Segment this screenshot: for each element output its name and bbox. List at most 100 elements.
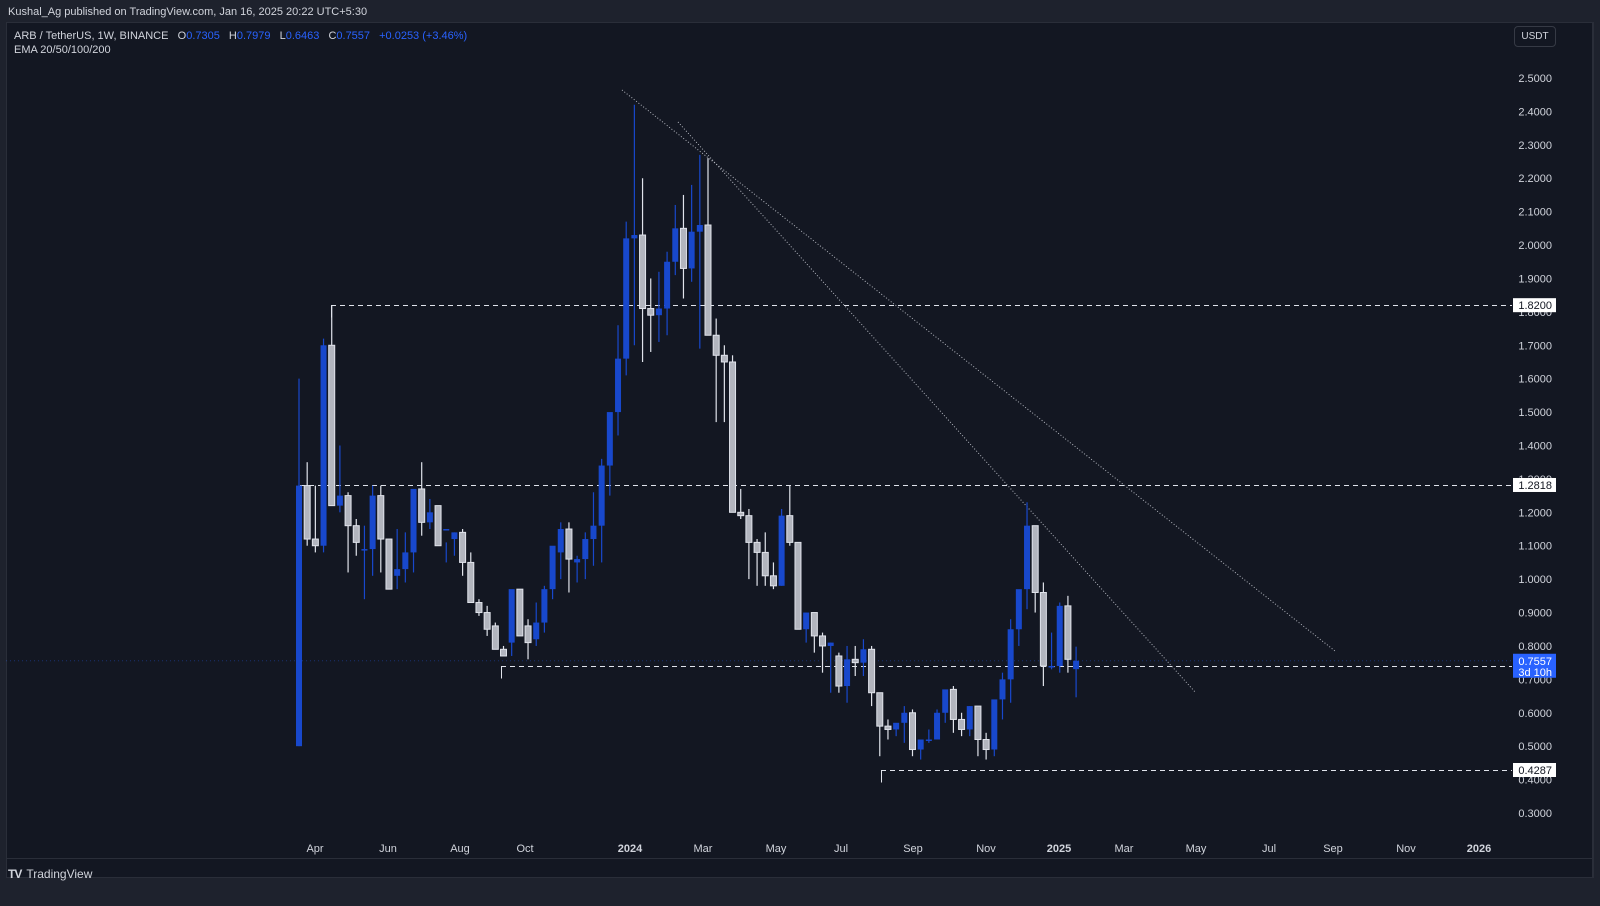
trendlines[interactable] bbox=[621, 89, 1336, 694]
published-by-text: Kushal_Ag published on TradingView.com, … bbox=[8, 6, 368, 18]
candle-down bbox=[1039, 582, 1047, 687]
time-tick: Mar bbox=[694, 843, 713, 855]
candle-down bbox=[565, 522, 573, 593]
candle-up bbox=[533, 602, 540, 646]
symbol-title[interactable]: ARB / TetherUS, 1W, BINANCE bbox=[14, 30, 169, 42]
candle-up bbox=[901, 706, 908, 743]
candle-down bbox=[1031, 525, 1039, 613]
candle-up bbox=[615, 325, 622, 436]
candle-up bbox=[655, 271, 662, 342]
candle-up bbox=[827, 642, 834, 693]
candle-down bbox=[982, 732, 990, 760]
candle-up bbox=[917, 739, 924, 760]
price-tick: 0.6000 bbox=[1518, 708, 1552, 720]
chart-panel[interactable] bbox=[6, 22, 1594, 878]
candle-down bbox=[729, 355, 737, 513]
candle-down bbox=[876, 692, 884, 757]
candle-up bbox=[549, 545, 556, 600]
candle-down bbox=[434, 505, 442, 547]
candle-up bbox=[631, 104, 638, 346]
candle-up bbox=[1056, 602, 1063, 673]
candle-up bbox=[1007, 619, 1014, 703]
time-tick: Mar bbox=[1115, 843, 1134, 855]
candle-down bbox=[377, 485, 385, 573]
candle-down bbox=[909, 709, 916, 757]
candle-down bbox=[884, 719, 892, 740]
price-tick: 1.2000 bbox=[1518, 507, 1552, 519]
price-tick: 2.4000 bbox=[1518, 106, 1552, 118]
candle-down bbox=[311, 485, 319, 553]
candle-up bbox=[664, 251, 671, 336]
footer-brand[interactable]: TV TradingView bbox=[8, 867, 92, 881]
time-tick: 2025 bbox=[1047, 843, 1071, 855]
candle-up bbox=[1073, 646, 1080, 698]
candle-down bbox=[524, 619, 532, 660]
horizontal-levels[interactable] bbox=[300, 305, 1512, 783]
price-tick: 0.9000 bbox=[1518, 608, 1552, 620]
candle-up bbox=[402, 532, 409, 583]
candle-down bbox=[786, 485, 794, 546]
time-tick: Apr bbox=[306, 843, 323, 855]
price-tick: 1.7000 bbox=[1518, 340, 1552, 352]
candle-up bbox=[296, 378, 302, 747]
time-tick: Sep bbox=[903, 843, 923, 855]
right-edge-divider bbox=[1592, 22, 1593, 878]
candle-down bbox=[647, 278, 655, 352]
candle-up bbox=[1015, 589, 1022, 646]
price-axis[interactable]: 2.5000 2.4000 2.3000 2.2000 2.1000 2.0000 1.90… bbox=[1518, 73, 1552, 820]
candle-up bbox=[803, 612, 810, 643]
candle-down bbox=[769, 562, 777, 590]
candle-up bbox=[1024, 502, 1031, 610]
candle-up bbox=[991, 699, 998, 757]
price-tick: 1.0000 bbox=[1518, 574, 1552, 586]
time-tick: 2026 bbox=[1467, 843, 1491, 855]
candle-down bbox=[303, 462, 311, 546]
trendline[interactable] bbox=[677, 121, 1197, 694]
candle-down bbox=[352, 518, 360, 556]
candle-up bbox=[336, 445, 343, 513]
open-value: 0.7305 bbox=[186, 30, 220, 42]
low-value: 0.6463 bbox=[285, 30, 320, 42]
candle-up bbox=[410, 488, 417, 573]
time-tick: Jul bbox=[1262, 843, 1276, 855]
candle-up bbox=[999, 672, 1006, 720]
price-tick: 1.1000 bbox=[1518, 541, 1552, 553]
close-label: C bbox=[328, 30, 337, 42]
last-price-label bbox=[1513, 653, 1556, 678]
candle-down bbox=[851, 645, 859, 677]
price-tick: 0.5000 bbox=[1518, 741, 1552, 753]
candle-up bbox=[688, 184, 695, 282]
tradingview-logo-icon: TV bbox=[8, 867, 22, 881]
price-tick: 2.5000 bbox=[1518, 73, 1552, 85]
currency-button[interactable]: USDT bbox=[1514, 26, 1556, 47]
trendline[interactable] bbox=[621, 89, 1336, 652]
candle-up bbox=[320, 338, 327, 553]
candle-up bbox=[934, 709, 941, 740]
candle-up bbox=[893, 722, 900, 737]
candle-up bbox=[1048, 632, 1055, 670]
level-price-label bbox=[1513, 298, 1556, 313]
candle-up bbox=[696, 154, 703, 349]
level-price-label bbox=[1513, 477, 1556, 492]
candle-down bbox=[344, 492, 352, 573]
price-tick: 0.8000 bbox=[1518, 641, 1552, 653]
time-tick: Nov bbox=[976, 843, 996, 855]
candle-up bbox=[778, 508, 785, 586]
candle-up bbox=[369, 485, 376, 576]
time-tick: May bbox=[766, 843, 787, 855]
candlesticks bbox=[296, 104, 1080, 760]
candle-down bbox=[868, 645, 876, 707]
candle-up bbox=[606, 412, 613, 496]
price-tick: 1.5000 bbox=[1518, 407, 1552, 419]
level-price-text: 1.8200 bbox=[1518, 300, 1552, 312]
indicator-legend[interactable]: EMA 20/50/100/200 bbox=[14, 44, 111, 56]
candle-down bbox=[679, 194, 687, 299]
time-tick: May bbox=[1186, 843, 1207, 855]
candle-down bbox=[516, 588, 524, 637]
time-axis[interactable]: Apr Jun Aug Oct 2024 Mar May Jul Sep Nov 2025 Mar Ma… bbox=[306, 843, 1491, 855]
time-axis-divider bbox=[6, 858, 1592, 859]
candle-down bbox=[1064, 595, 1072, 673]
candle-down bbox=[500, 645, 507, 657]
candle-down bbox=[958, 712, 966, 737]
